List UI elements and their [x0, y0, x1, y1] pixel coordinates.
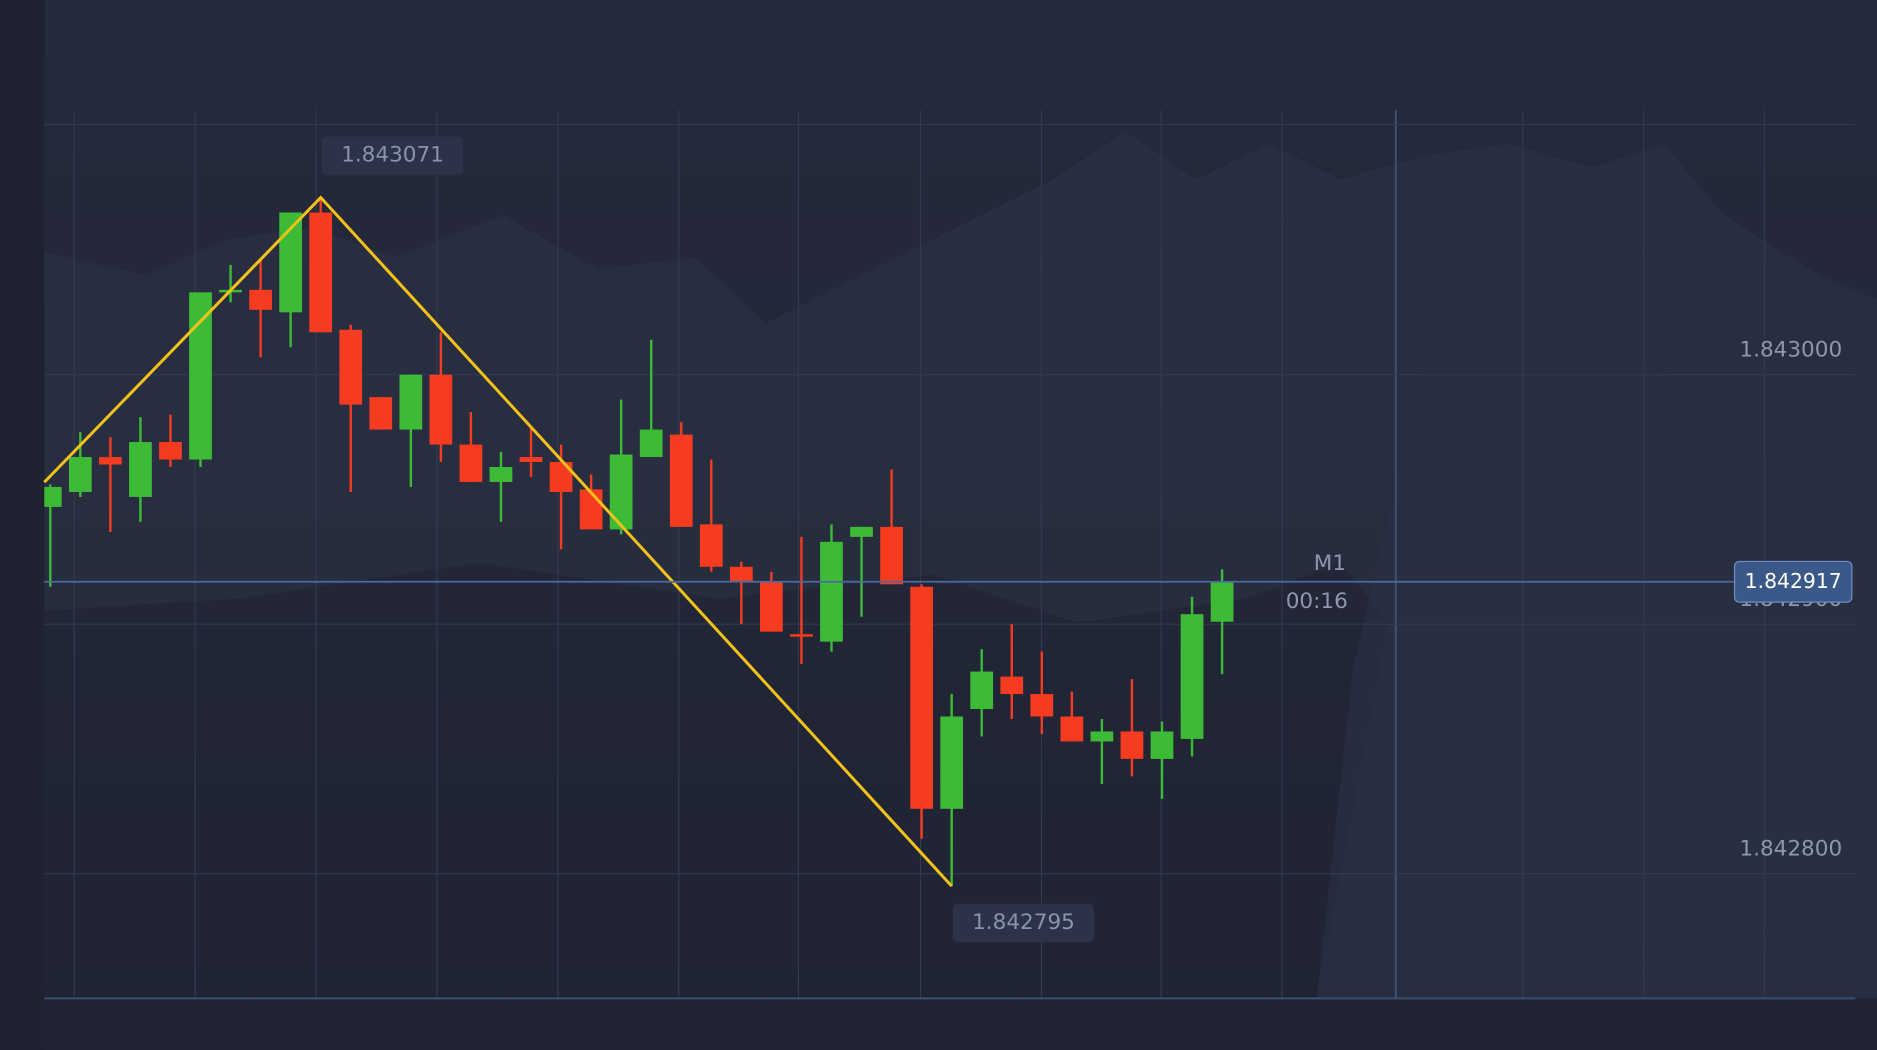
candle-body: [309, 212, 333, 333]
candle-body: [760, 581, 783, 632]
y-tick-label: 1.842800: [1739, 837, 1842, 862]
annotation-label: 1.843071: [341, 143, 444, 168]
candle-body: [129, 442, 152, 497]
candle-body: [850, 526, 873, 537]
candle-body: [1120, 731, 1144, 759]
timer: 00:16: [1286, 589, 1348, 614]
candle-body: [669, 434, 693, 527]
candle-body: [790, 634, 813, 637]
left-strip: [0, 0, 45, 1050]
candle-body: [279, 212, 303, 313]
candle-body: [639, 429, 663, 458]
candle-body: [1060, 716, 1084, 742]
candle-body: [159, 442, 182, 460]
candle-body: [1210, 581, 1234, 622]
candle-body: [249, 289, 272, 310]
candle-body: [429, 374, 453, 445]
candle-body: [459, 444, 483, 482]
trend-line: [43, 195, 953, 888]
current-price-tag: [1733, 560, 1853, 603]
candle-body: [579, 489, 603, 530]
candle-body: [519, 457, 543, 463]
candle-body: [940, 716, 964, 809]
candle-body: [399, 374, 423, 430]
candle-body: [1000, 676, 1024, 695]
candle-body: [729, 566, 753, 582]
candle-body: [98, 457, 122, 465]
candle-body: [189, 292, 212, 460]
candle-body: [880, 526, 903, 585]
current-price-label: 1.842917: [1745, 569, 1842, 593]
y-tick-label: 1.843000: [1739, 338, 1842, 363]
candle-body: [1180, 614, 1204, 739]
annotation-label: 1.842795: [972, 910, 1075, 935]
candle-body: [44, 486, 62, 507]
candle-body: [910, 586, 933, 809]
annotation-box: [321, 136, 464, 175]
candle-body: [609, 454, 633, 530]
mountain-foreground: [1316, 257, 1877, 999]
candle-body: [339, 329, 363, 405]
candle-body: [489, 467, 513, 482]
candle-body: [820, 541, 843, 642]
candle-body: [699, 524, 723, 567]
candle-body: [970, 671, 994, 710]
candle-body: [549, 462, 573, 492]
candle-body: [369, 397, 393, 430]
timeframe: M1: [1314, 551, 1346, 576]
annotation-box: [952, 903, 1095, 943]
candle-body: [68, 457, 92, 492]
candle-body: [1150, 731, 1174, 759]
candle-body: [1030, 694, 1054, 717]
candle-body: [1090, 731, 1114, 742]
